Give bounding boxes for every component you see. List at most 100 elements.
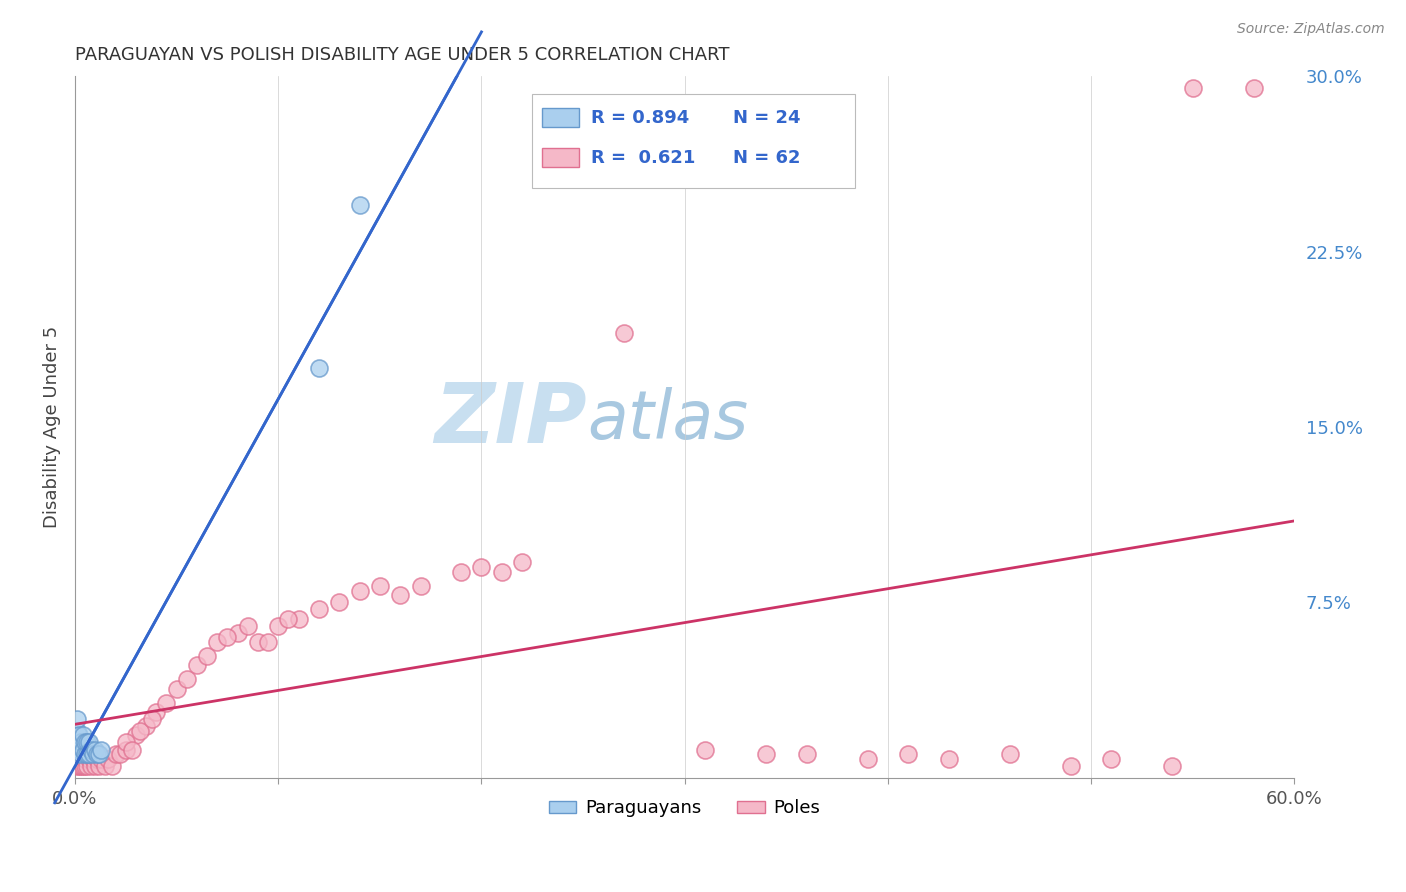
Point bbox=[308, 361, 330, 376]
Point bbox=[613, 326, 636, 341]
Point bbox=[76, 747, 98, 761]
Point bbox=[66, 735, 89, 749]
Point bbox=[145, 705, 167, 719]
Point bbox=[70, 747, 93, 761]
Point bbox=[75, 759, 97, 773]
Point bbox=[89, 759, 111, 773]
Text: PARAGUAYAN VS POLISH DISABILITY AGE UNDER 5 CORRELATION CHART: PARAGUAYAN VS POLISH DISABILITY AGE UNDE… bbox=[75, 45, 730, 63]
Point bbox=[72, 759, 94, 773]
Point bbox=[1243, 81, 1265, 95]
Point bbox=[86, 752, 108, 766]
Point bbox=[67, 729, 90, 743]
Point bbox=[66, 759, 89, 773]
Point bbox=[470, 560, 492, 574]
Point bbox=[66, 723, 89, 738]
Point bbox=[141, 712, 163, 726]
Point bbox=[287, 611, 309, 625]
Text: N = 62: N = 62 bbox=[734, 149, 801, 167]
Point bbox=[257, 635, 280, 649]
Point bbox=[897, 747, 920, 761]
Point bbox=[308, 602, 330, 616]
Point bbox=[328, 595, 350, 609]
Point bbox=[84, 742, 107, 756]
Point bbox=[66, 712, 89, 726]
Point bbox=[1101, 752, 1123, 766]
Point bbox=[75, 752, 97, 766]
Point bbox=[491, 565, 513, 579]
Point bbox=[66, 747, 89, 761]
Point bbox=[125, 729, 148, 743]
Point bbox=[510, 556, 533, 570]
Point bbox=[195, 648, 218, 663]
Point bbox=[755, 747, 778, 761]
Point bbox=[450, 565, 472, 579]
Point bbox=[135, 719, 157, 733]
Y-axis label: Disability Age Under 5: Disability Age Under 5 bbox=[44, 326, 60, 528]
Text: N = 24: N = 24 bbox=[734, 109, 801, 127]
Point bbox=[76, 735, 98, 749]
Point bbox=[67, 742, 90, 756]
Text: R =  0.621: R = 0.621 bbox=[591, 149, 695, 167]
Point bbox=[226, 625, 249, 640]
Point bbox=[82, 747, 104, 761]
Point bbox=[1161, 759, 1184, 773]
Point bbox=[77, 735, 100, 749]
Point bbox=[70, 759, 93, 773]
Point bbox=[1060, 759, 1083, 773]
Point bbox=[94, 759, 117, 773]
Point bbox=[75, 747, 97, 761]
Text: atlas: atlas bbox=[588, 387, 748, 453]
Point bbox=[80, 759, 103, 773]
Point bbox=[246, 635, 269, 649]
Point bbox=[104, 747, 127, 761]
Point bbox=[389, 588, 412, 602]
Point bbox=[90, 742, 112, 756]
Point bbox=[207, 635, 229, 649]
FancyBboxPatch shape bbox=[533, 94, 855, 188]
Point bbox=[80, 742, 103, 756]
Legend: Paraguayans, Poles: Paraguayans, Poles bbox=[541, 792, 828, 824]
Point bbox=[217, 630, 239, 644]
Text: Source: ZipAtlas.com: Source: ZipAtlas.com bbox=[1237, 22, 1385, 37]
Point bbox=[267, 618, 290, 632]
Point bbox=[409, 579, 432, 593]
FancyBboxPatch shape bbox=[543, 148, 579, 168]
Point bbox=[76, 759, 98, 773]
Point bbox=[108, 747, 131, 761]
Point bbox=[70, 735, 93, 749]
Point bbox=[90, 752, 112, 766]
Point bbox=[75, 735, 97, 749]
Point bbox=[693, 742, 716, 756]
Point bbox=[938, 752, 960, 766]
Point bbox=[236, 618, 259, 632]
Point bbox=[77, 752, 100, 766]
Point bbox=[998, 747, 1021, 761]
Point bbox=[121, 742, 143, 756]
Point bbox=[67, 759, 90, 773]
Point bbox=[129, 723, 152, 738]
Point bbox=[86, 747, 108, 761]
Text: R = 0.894: R = 0.894 bbox=[591, 109, 689, 127]
Point bbox=[72, 742, 94, 756]
Point bbox=[349, 583, 371, 598]
Point bbox=[1181, 81, 1204, 95]
Point bbox=[186, 658, 208, 673]
Point bbox=[856, 752, 879, 766]
Point bbox=[349, 198, 371, 212]
Point bbox=[84, 759, 107, 773]
Text: ZIP: ZIP bbox=[434, 379, 588, 460]
Point bbox=[166, 681, 188, 696]
Point bbox=[100, 759, 122, 773]
Point bbox=[368, 579, 391, 593]
Point bbox=[89, 747, 111, 761]
Point bbox=[114, 742, 136, 756]
Point bbox=[176, 673, 198, 687]
Point bbox=[114, 735, 136, 749]
Point bbox=[277, 611, 299, 625]
Point bbox=[77, 747, 100, 761]
Point bbox=[155, 696, 177, 710]
Point bbox=[82, 752, 104, 766]
FancyBboxPatch shape bbox=[543, 108, 579, 128]
Point bbox=[72, 729, 94, 743]
Point bbox=[796, 747, 818, 761]
